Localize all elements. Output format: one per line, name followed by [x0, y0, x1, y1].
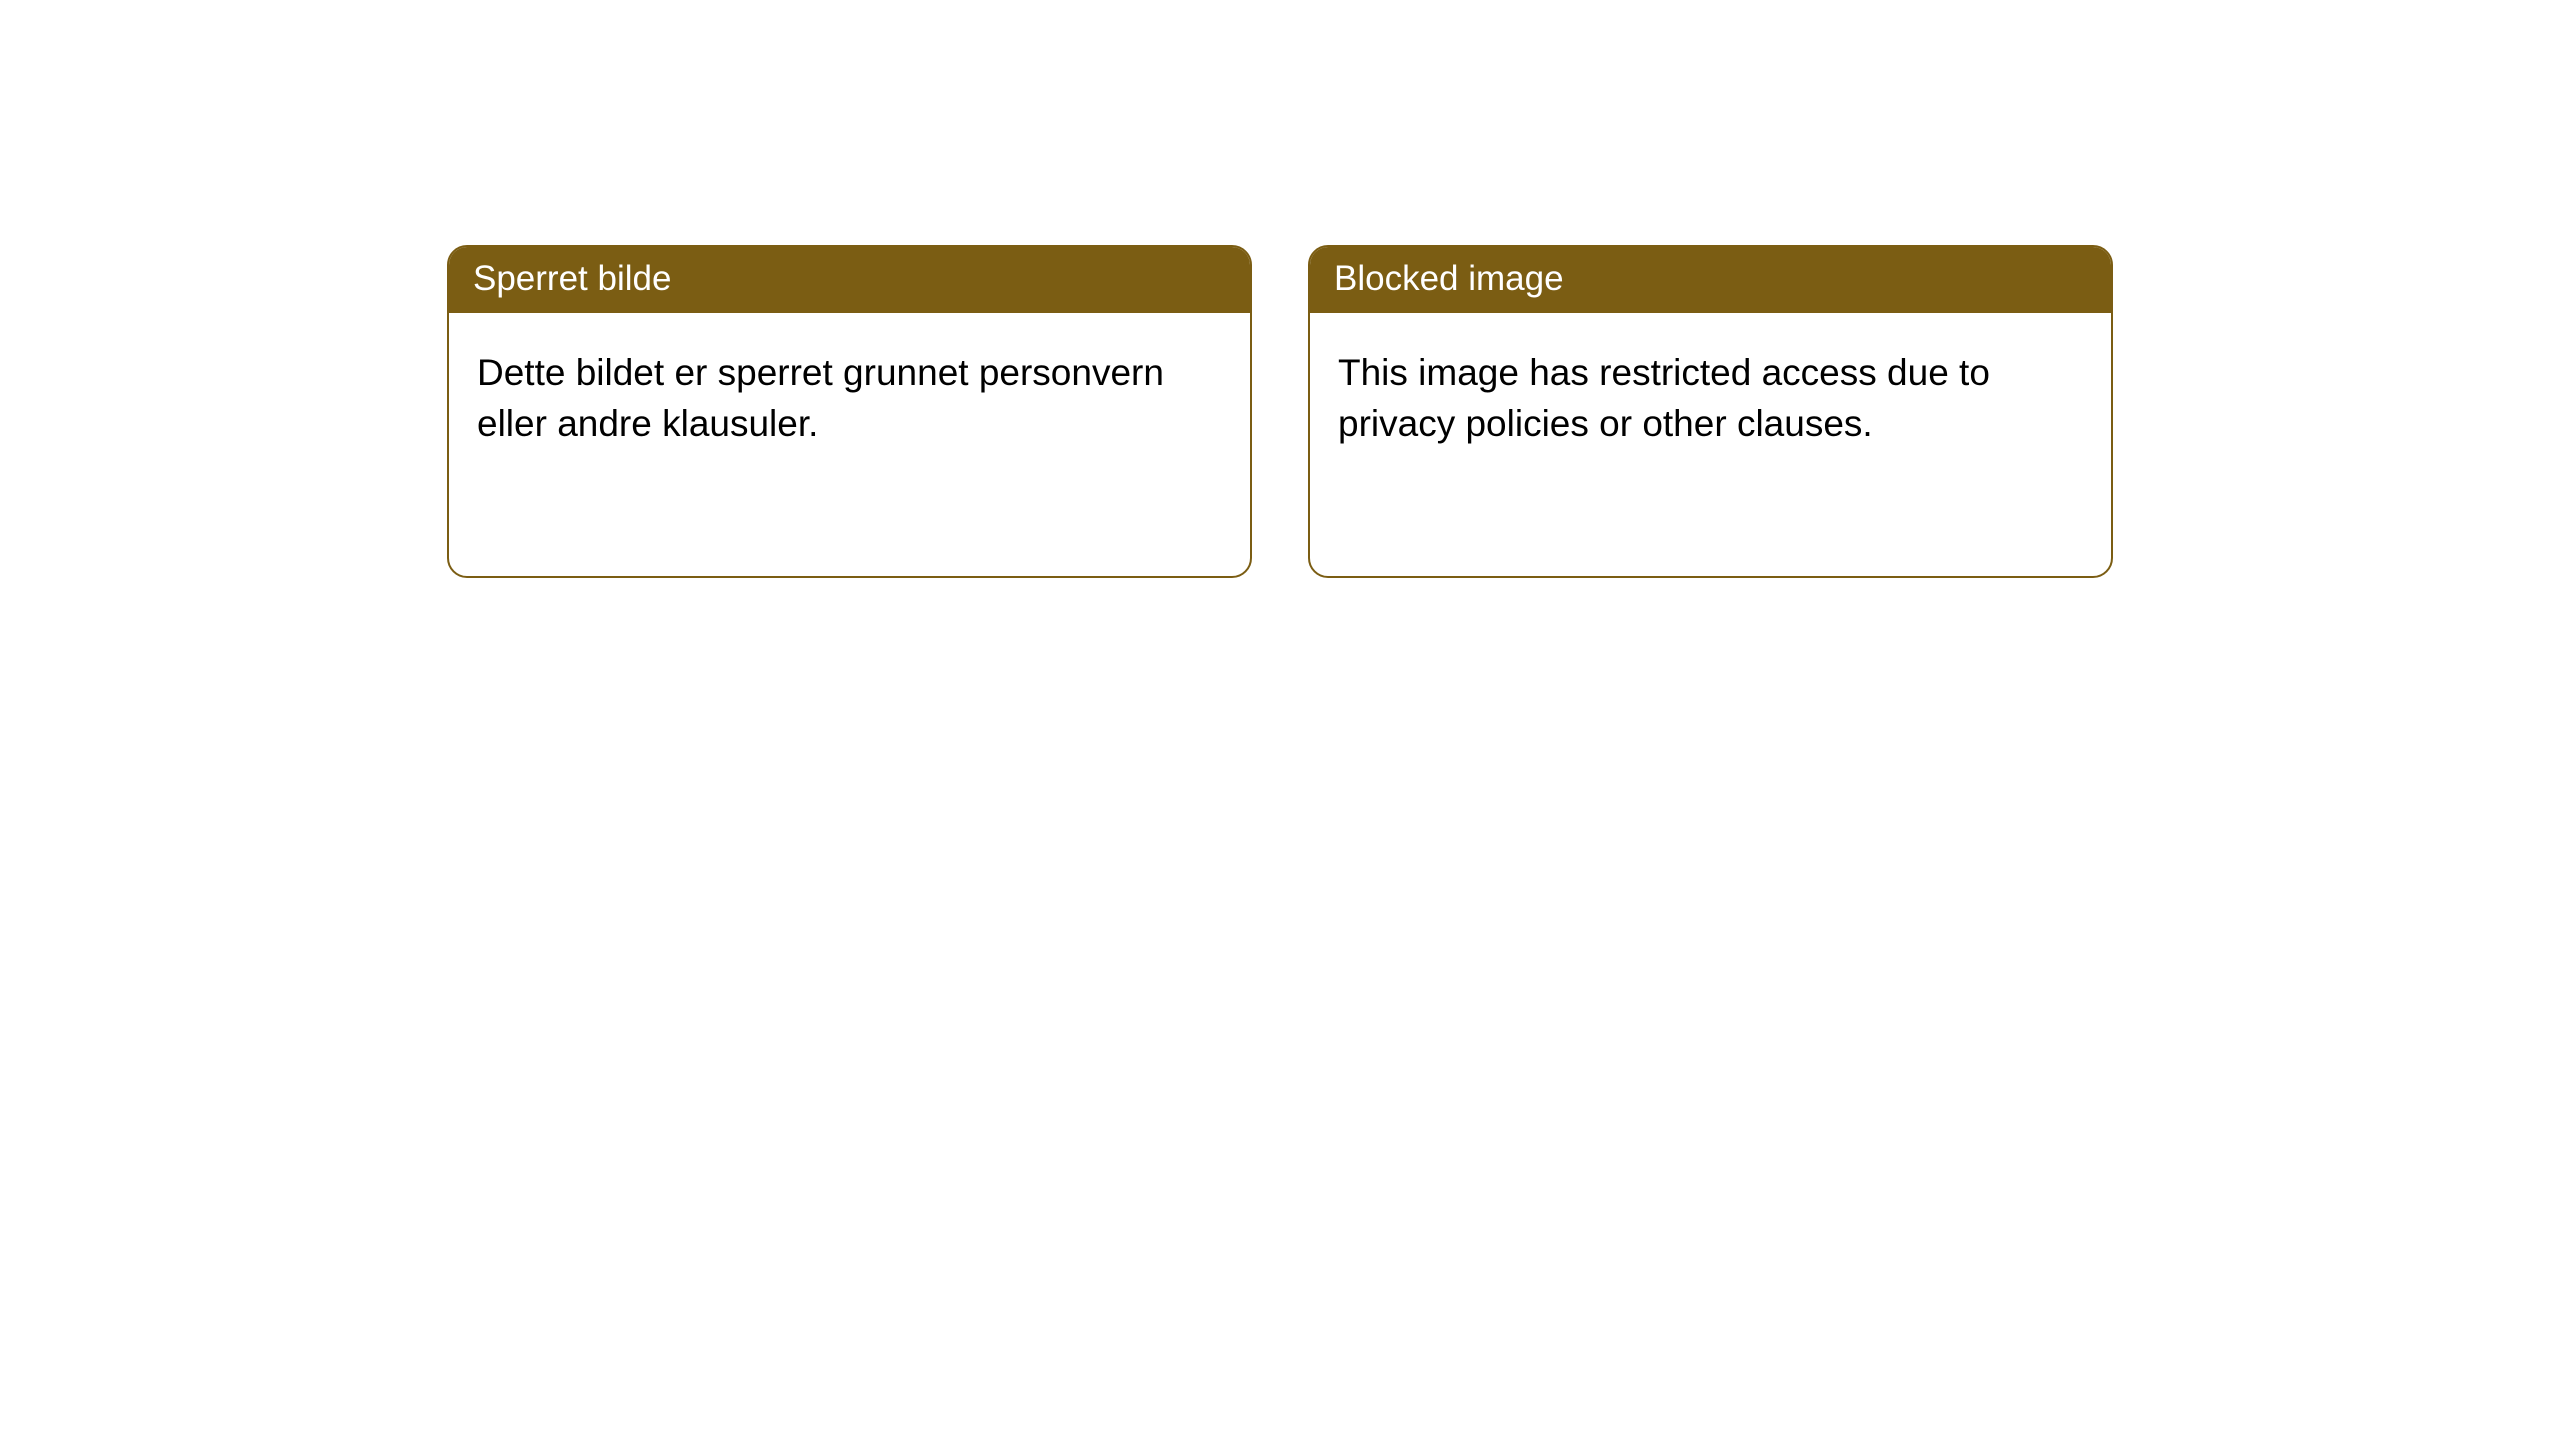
card-header-text: Blocked image: [1334, 259, 1564, 298]
card-header: Blocked image: [1310, 247, 2111, 313]
card-header-text: Sperret bilde: [473, 259, 671, 298]
card-body-text: Dette bildet er sperret grunnet personve…: [477, 352, 1164, 444]
card-header: Sperret bilde: [449, 247, 1250, 313]
card-body-text: This image has restricted access due to …: [1338, 352, 1990, 444]
card-body: Dette bildet er sperret grunnet personve…: [449, 313, 1250, 483]
cards-container: Sperret bilde Dette bildet er sperret gr…: [0, 0, 2560, 578]
card-body: This image has restricted access due to …: [1310, 313, 2111, 483]
notice-card-english: Blocked image This image has restricted …: [1308, 245, 2113, 578]
notice-card-norwegian: Sperret bilde Dette bildet er sperret gr…: [447, 245, 1252, 578]
